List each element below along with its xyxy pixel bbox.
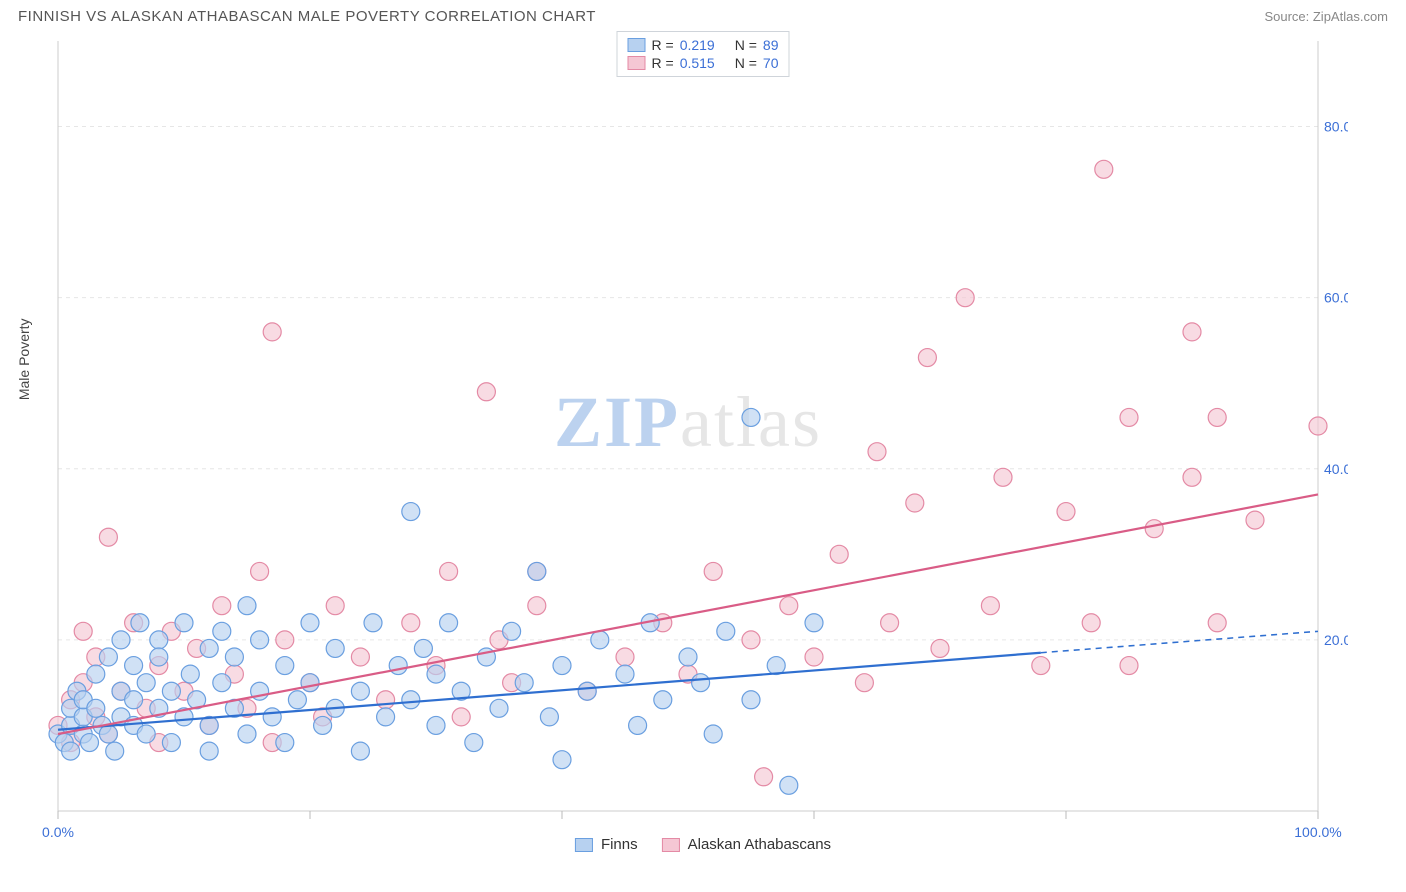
swatch-icon [628,56,646,70]
chart-title: FINNISH VS ALASKAN ATHABASCAN MALE POVER… [18,8,596,25]
legend-row-athabascan: R = 0.515 N = 70 [628,54,779,72]
n-value: 89 [763,37,779,53]
chart-header: FINNISH VS ALASKAN ATHABASCAN MALE POVER… [0,0,1406,31]
svg-text:20.0%: 20.0% [1324,632,1348,648]
legend-item-finns: Finns [575,836,638,853]
swatch-icon [628,38,646,52]
n-label: N = [735,55,757,71]
svg-text:100.0%: 100.0% [1294,824,1341,840]
n-value: 70 [763,55,779,71]
legend-row-finns: R = 0.219 N = 89 [628,36,779,54]
correlation-legend: R = 0.219 N = 89 R = 0.515 N = 70 [617,31,790,77]
series-legend: Finns Alaskan Athabascans [575,836,831,853]
r-value: 0.219 [680,37,715,53]
svg-text:0.0%: 0.0% [42,824,74,840]
y-axis-label: Male Poverty [16,318,32,400]
legend-label: Alaskan Athabascans [688,836,831,853]
legend-label: Finns [601,836,638,853]
chart-container: Male Poverty ZIPatlas 20.0% 40.0% 60.0% 80.0… [18,31,1388,851]
legend-item-athabascan: Alaskan Athabascans [662,836,831,853]
scatter-chart: ZIPatlas 20.0% 40.0% 60.0% 80.0% 0.0% 100.0% [18,31,1348,851]
svg-text:80.0%: 80.0% [1324,119,1348,135]
r-label: R = [652,37,674,53]
svg-text:60.0%: 60.0% [1324,290,1348,306]
svg-text:40.0%: 40.0% [1324,461,1348,477]
swatch-icon [662,838,680,852]
r-value: 0.515 [680,55,715,71]
svg-text:ZIPatlas: ZIPatlas [554,382,822,462]
chart-source: Source: ZipAtlas.com [1264,9,1388,24]
r-label: R = [652,55,674,71]
n-label: N = [735,37,757,53]
swatch-icon [575,838,593,852]
